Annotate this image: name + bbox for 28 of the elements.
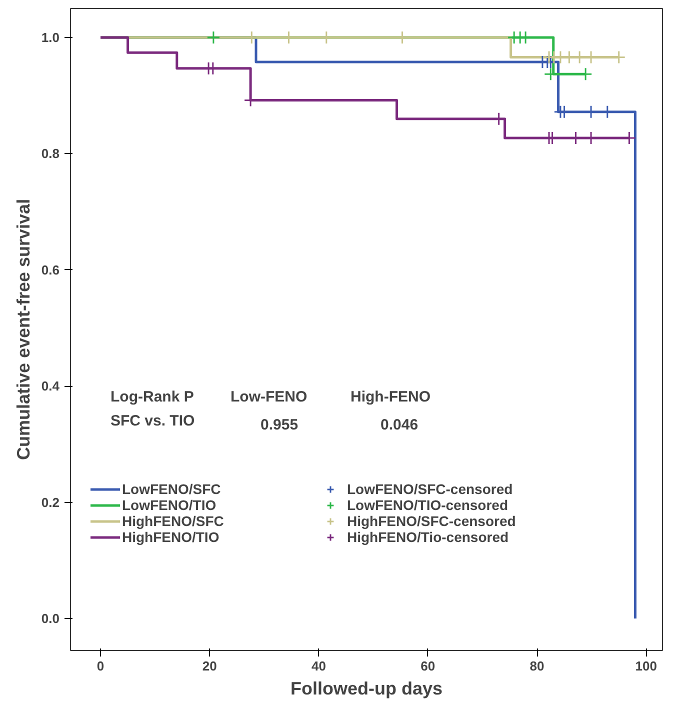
y-tick-label: 0.4 <box>41 378 60 394</box>
legend-label: LowFENO/SFC-censored <box>347 481 513 497</box>
x-tick-label: 60 <box>420 658 436 674</box>
y-tick-label: 0.6 <box>41 262 60 278</box>
legend-label: HighFENO/TIO <box>122 529 220 545</box>
legend-label: LowFENO/SFC <box>122 481 221 497</box>
legend-label: HighFENO/SFC-censored <box>347 513 516 529</box>
x-axis-title: Followed-up days <box>290 678 443 698</box>
y-tick-label: 0.2 <box>41 494 60 510</box>
legend-label: LowFENO/TIO <box>122 497 216 513</box>
x-tick-label: 0 <box>96 658 104 674</box>
annotation: 0.955 <box>260 416 298 434</box>
annotation: SFC vs. TIO <box>110 412 196 430</box>
annotation: High-FENO <box>350 388 431 406</box>
legend-label: HighFENO/SFC <box>122 513 224 529</box>
y-axis-title: Cumulative event-free survival <box>13 198 34 460</box>
y-tick-label: 1.0 <box>41 30 60 46</box>
y-tick-label: 0.8 <box>41 146 60 162</box>
legend-label: HighFENO/Tio-censored <box>347 529 509 545</box>
annotation: Log-Rank P <box>110 388 194 406</box>
x-tick-label: 80 <box>530 658 544 674</box>
x-tick-label: 20 <box>202 658 217 674</box>
y-tick-label: 0.0 <box>41 611 60 626</box>
annotation: Low-FENO <box>230 388 308 406</box>
x-tick-label: 100 <box>635 658 657 674</box>
annotation: 0.046 <box>380 416 418 434</box>
legend-label: LowFENO/TIO-censored <box>347 497 508 513</box>
x-tick-label: 40 <box>312 658 326 674</box>
